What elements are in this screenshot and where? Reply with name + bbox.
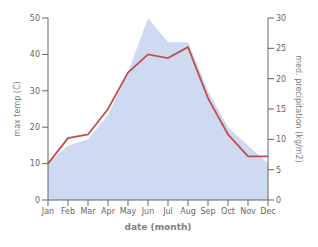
svg-text:15: 15 (276, 105, 286, 114)
svg-text:Jan: Jan (41, 207, 54, 216)
svg-text:40: 40 (30, 50, 40, 59)
svg-text:Apr: Apr (101, 207, 116, 216)
svg-text:Jun: Jun (141, 207, 155, 216)
svg-text:Oct: Oct (221, 207, 235, 216)
svg-text:date (month): date (month) (125, 222, 192, 232)
svg-text:10: 10 (276, 135, 286, 144)
svg-text:May: May (120, 207, 137, 216)
svg-text:Aug: Aug (180, 207, 196, 216)
svg-text:Nov: Nov (240, 207, 256, 216)
svg-text:max temp (C): max temp (C) (13, 81, 22, 136)
svg-text:20: 20 (30, 123, 40, 132)
svg-text:Jul: Jul (162, 207, 173, 216)
svg-text:0: 0 (276, 196, 281, 205)
svg-text:0: 0 (35, 196, 40, 205)
svg-text:Dec: Dec (260, 207, 275, 216)
svg-text:10: 10 (30, 159, 40, 168)
svg-text:25: 25 (276, 44, 286, 53)
svg-text:20: 20 (276, 75, 286, 84)
svg-text:5: 5 (276, 166, 281, 175)
svg-text:Sep: Sep (200, 207, 215, 216)
svg-text:med. precipitation (kg/m2): med. precipitation (kg/m2) (294, 55, 303, 162)
svg-text:Mar: Mar (80, 207, 96, 216)
svg-text:50: 50 (30, 14, 40, 23)
svg-text:Feb: Feb (61, 207, 75, 216)
svg-text:30: 30 (30, 87, 40, 96)
svg-text:30: 30 (276, 14, 286, 23)
